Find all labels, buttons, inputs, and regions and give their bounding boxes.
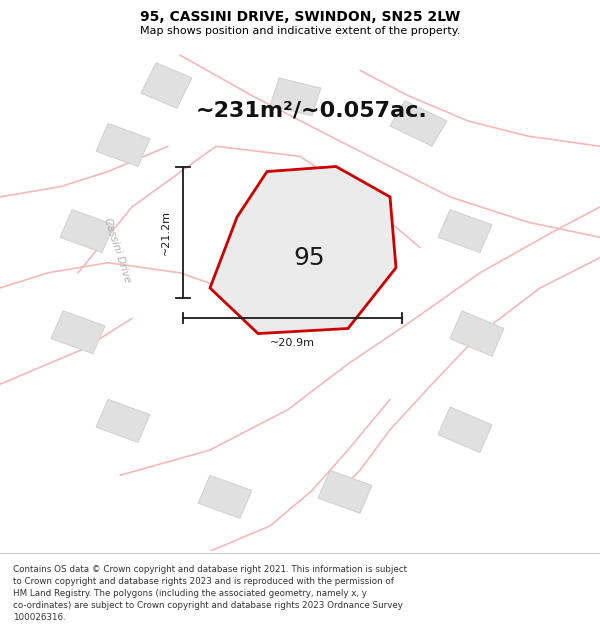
Text: 95: 95 bbox=[293, 246, 325, 269]
Polygon shape bbox=[198, 475, 252, 518]
Polygon shape bbox=[51, 311, 105, 354]
Polygon shape bbox=[438, 209, 492, 252]
Polygon shape bbox=[141, 62, 192, 108]
Text: 100026316.: 100026316. bbox=[13, 613, 66, 622]
Polygon shape bbox=[210, 166, 396, 334]
Polygon shape bbox=[450, 311, 504, 356]
Polygon shape bbox=[96, 399, 150, 442]
Text: 95, CASSINI DRIVE, SWINDON, SN25 2LW: 95, CASSINI DRIVE, SWINDON, SN25 2LW bbox=[140, 10, 460, 24]
Text: ~20.9m: ~20.9m bbox=[270, 338, 315, 348]
Polygon shape bbox=[318, 470, 372, 513]
Polygon shape bbox=[60, 209, 114, 252]
Polygon shape bbox=[438, 407, 492, 452]
Text: Cassini Drive: Cassini Drive bbox=[102, 216, 132, 284]
Text: co-ordinates) are subject to Crown copyright and database rights 2023 Ordnance S: co-ordinates) are subject to Crown copyr… bbox=[13, 601, 403, 610]
Polygon shape bbox=[270, 78, 321, 116]
Text: ~21.2m: ~21.2m bbox=[161, 210, 171, 255]
Text: Contains OS data © Crown copyright and database right 2021. This information is : Contains OS data © Crown copyright and d… bbox=[13, 564, 407, 574]
Text: to Crown copyright and database rights 2023 and is reproduced with the permissio: to Crown copyright and database rights 2… bbox=[13, 577, 394, 586]
Text: ~231m²/~0.057ac.: ~231m²/~0.057ac. bbox=[196, 101, 428, 121]
Polygon shape bbox=[96, 124, 150, 166]
Text: HM Land Registry. The polygons (including the associated geometry, namely x, y: HM Land Registry. The polygons (includin… bbox=[13, 589, 367, 598]
Text: Map shows position and indicative extent of the property.: Map shows position and indicative extent… bbox=[140, 26, 460, 36]
Polygon shape bbox=[390, 101, 447, 146]
